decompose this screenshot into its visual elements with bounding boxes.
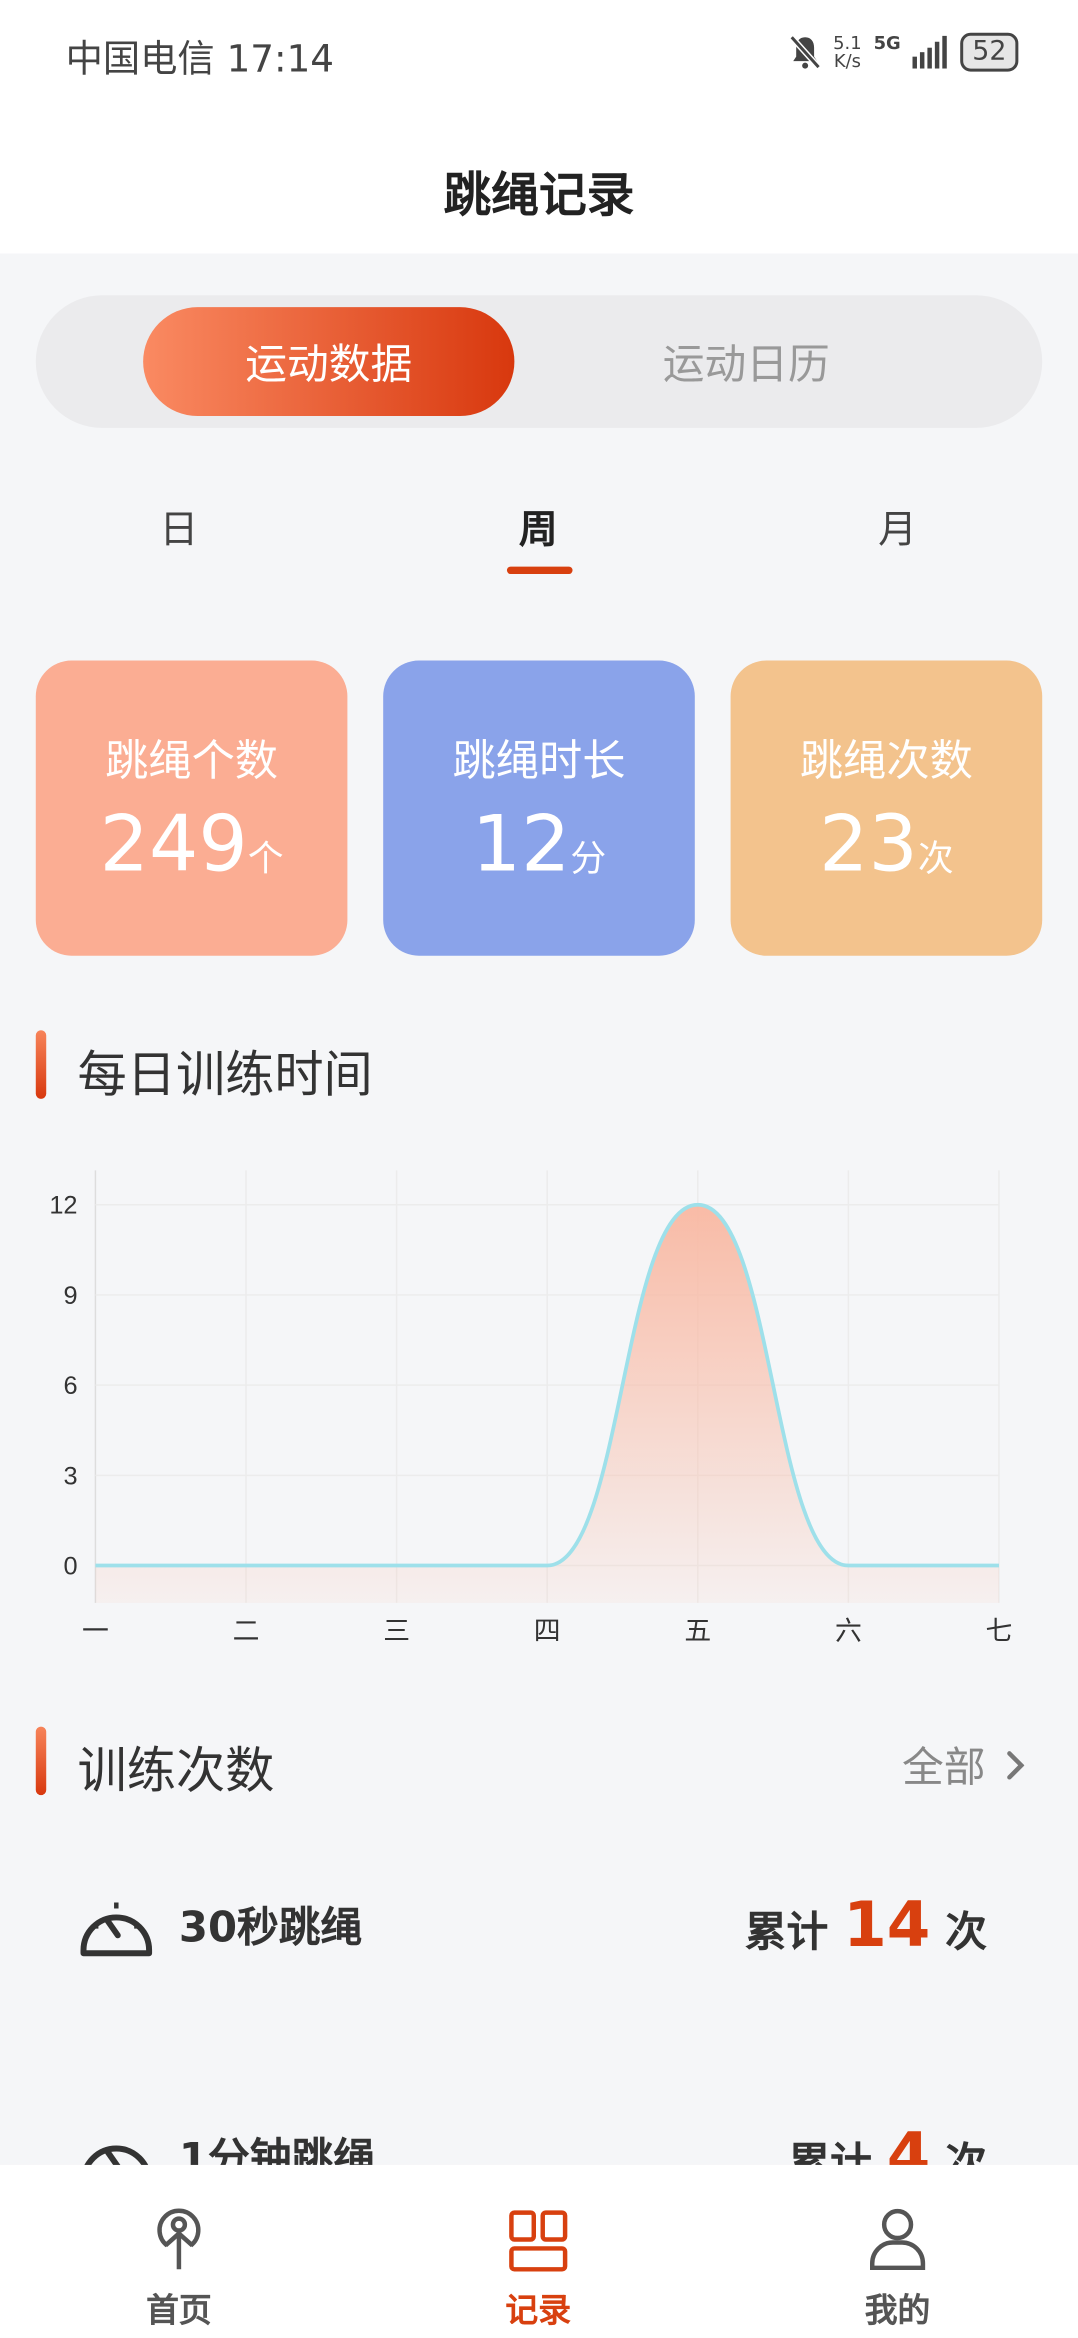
- record-name: 30秒跳绳: [178, 1901, 363, 1951]
- record-row[interactable]: 30秒跳绳 累计 14 次: [78, 1888, 988, 1961]
- carrier: 中国电信: [65, 37, 215, 81]
- series-line: [95, 1202, 999, 1568]
- x-tick-label: 一: [82, 1616, 109, 1647]
- user-icon: [869, 2208, 926, 2271]
- segment-sport-calendar[interactable]: 运动日历: [662, 339, 830, 389]
- clock: 17:14: [226, 37, 335, 81]
- battery-icon: 52: [960, 32, 1019, 72]
- jump-rope-icon: [157, 2208, 201, 2270]
- nav-label: 首页: [146, 2293, 212, 2331]
- view-all-label: 全部: [902, 1742, 986, 1793]
- stat-unit: 个: [247, 837, 284, 880]
- tab-indicator: [506, 566, 573, 575]
- tab-day[interactable]: 日: [159, 508, 199, 554]
- tab-week[interactable]: 周: [518, 508, 558, 554]
- stat-card-sessions: 跳绳次数 23次: [730, 660, 1043, 956]
- stat-unit: 分: [570, 837, 607, 880]
- bell-muted-icon: [789, 35, 821, 70]
- section-title-daily: 每日训练时间: [77, 1045, 373, 1104]
- x-tick-label: 七: [986, 1616, 1013, 1647]
- record-prefix: 累计: [744, 1906, 829, 1957]
- nav-home[interactable]: 首页: [89, 2207, 268, 2332]
- stat-label: 跳绳次数: [799, 735, 973, 786]
- stat-value: 12: [471, 800, 571, 891]
- tab-month[interactable]: 月: [878, 508, 917, 554]
- signal-icon: [912, 35, 947, 69]
- chevron-right-icon: [1007, 1751, 1025, 1780]
- area-fill: [95, 1204, 999, 1603]
- y-tick-label: 9: [63, 1282, 77, 1310]
- daily-training-chart: 0 3 6 9 12 一 二 三 四 五 六 七: [49, 1170, 1013, 1647]
- status-bar-right: 5.1 K/s 5G 52: [788, 32, 1019, 72]
- y-tick-label: 0: [63, 1552, 77, 1580]
- section-accent-bar: [35, 1726, 47, 1796]
- grid-icon: [509, 2210, 568, 2272]
- net-speed: 5.1: [833, 32, 862, 54]
- gauge-icon: [80, 1901, 153, 1956]
- stat-value: 249: [99, 800, 248, 891]
- header: [0, 0, 1078, 254]
- network-type: 5G: [873, 32, 901, 54]
- net-speed-unit: K/s: [833, 50, 861, 72]
- y-tick-label: 6: [63, 1372, 77, 1400]
- nav-label: 我的: [864, 2293, 931, 2331]
- page-title: 跳绳记录: [443, 166, 635, 224]
- segment-sport-data[interactable]: 运动数据: [143, 307, 515, 416]
- bottom-nav: 首页 记录 我的: [0, 2164, 1078, 2338]
- x-tick-label: 五: [684, 1616, 711, 1647]
- stat-label: 跳绳时长: [452, 735, 626, 786]
- y-tick-label: 3: [63, 1462, 77, 1490]
- stat-card-duration: 跳绳时长 12分: [383, 660, 695, 956]
- x-tick-label: 六: [835, 1616, 862, 1647]
- section-accent-bar: [35, 1030, 47, 1099]
- segment-control: 运动数据 运动日历: [35, 295, 1043, 428]
- nav-profile[interactable]: 我的: [808, 2207, 987, 2332]
- x-tick-label: 三: [383, 1616, 410, 1647]
- section-title-count: 训练次数: [77, 1741, 275, 1800]
- y-tick-label: 12: [49, 1192, 77, 1220]
- stat-card-count: 跳绳个数 249个: [35, 660, 348, 956]
- record-count: 14: [843, 1887, 931, 1961]
- stat-label: 跳绳个数: [105, 735, 279, 786]
- status-bar-left: 中国电信 17:14: [66, 30, 334, 84]
- view-all-link[interactable]: 全部: [902, 1736, 1025, 1796]
- nav-records[interactable]: 记录: [449, 2210, 628, 2332]
- x-tick-label: 四: [534, 1616, 561, 1647]
- stat-value: 23: [819, 800, 918, 891]
- stat-unit: 次: [917, 837, 954, 880]
- nav-label: 记录: [505, 2293, 572, 2331]
- record-suffix: 次: [945, 1906, 988, 1957]
- x-tick-label: 二: [233, 1616, 260, 1647]
